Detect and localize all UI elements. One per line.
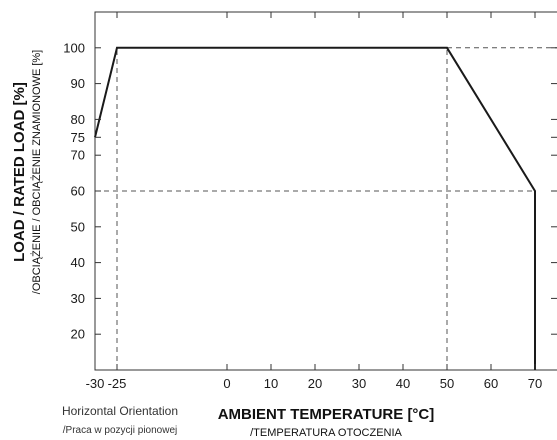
x-tick-label: 20 (308, 376, 322, 391)
y-tick-label: 60 (71, 184, 85, 199)
orientation-note-translation: /Praca w pozycji pionowej (63, 425, 178, 436)
x-tick-label: 10 (264, 376, 278, 391)
reference-lines (95, 47, 557, 370)
x-axis-subtitle: /TEMPERATURA OTOCZENIA (250, 427, 402, 439)
axis-ticks: -30 -25 0 10 20 30 40 50 60 70 20 30 40 50 60 70 75 80 90 1… (63, 12, 557, 391)
y-axis-title: LOAD / RATED LOAD [%] (11, 82, 28, 262)
y-tick-label: 90 (71, 76, 85, 91)
y-tick-label: 75 (71, 130, 85, 145)
x-tick-label: 40 (396, 376, 410, 391)
y-tick-label: 100 (63, 40, 85, 55)
y-tick-label: 70 (71, 148, 85, 163)
y-tick-label: 50 (71, 219, 85, 234)
derating-curve (94, 46, 536, 370)
y-tick-label: 80 (71, 112, 85, 127)
plot-border (94, 11, 557, 371)
y-tick-label: 20 (71, 327, 85, 342)
x-tick-label: 60 (484, 376, 498, 391)
y-tick-label: 30 (71, 291, 85, 306)
x-tick-label: -25 (108, 376, 127, 391)
x-tick-label: 0 (223, 376, 230, 391)
y-axis-subtitle: /OBCIĄŻENIE / OBCIĄŻENIE ZNAMIONOWE [%] (30, 50, 43, 294)
y-tick-label: 40 (71, 255, 85, 270)
x-tick-label: 30 (352, 376, 366, 391)
x-axis-title: AMBIENT TEMPERATURE [°C] (218, 406, 435, 423)
plot-area (94, 11, 557, 371)
orientation-note: Horizontal Orientation (62, 404, 178, 418)
x-tick-label: 70 (528, 376, 542, 391)
series-group (94, 46, 536, 370)
x-tick-label: 50 (440, 376, 454, 391)
x-tick-label: -30 (86, 376, 105, 391)
